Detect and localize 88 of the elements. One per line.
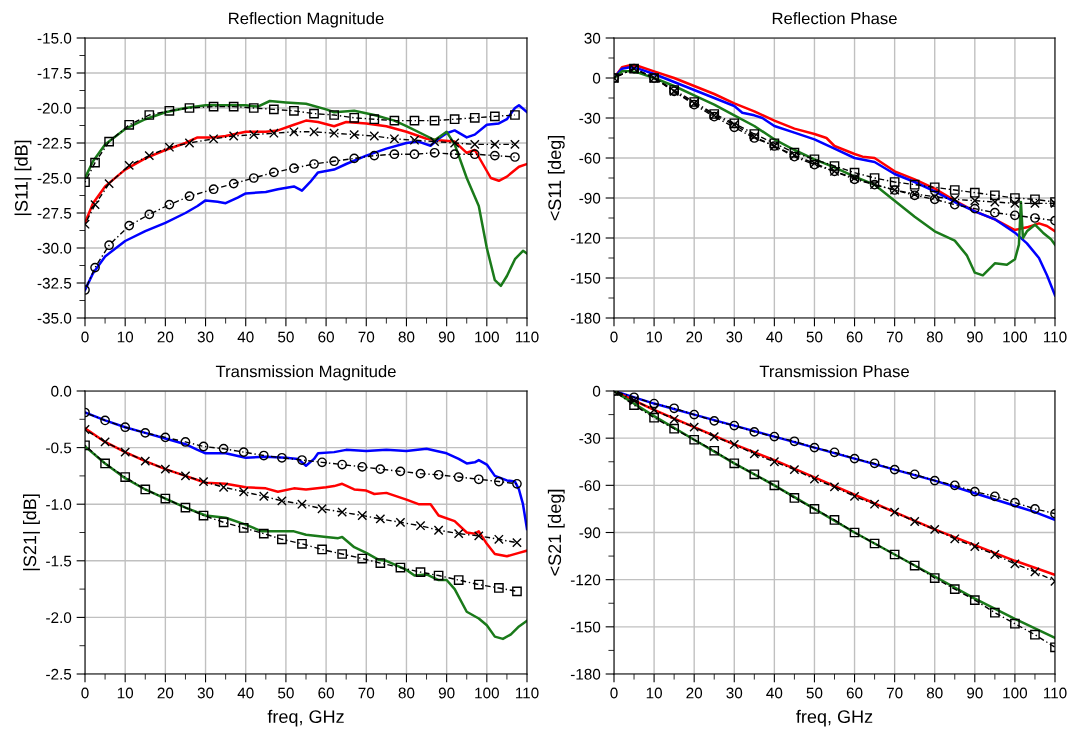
x-tick-label: 40 [766,687,783,699]
x-tick-label: 90 [967,331,983,343]
y-tick-label: -30 [579,112,601,124]
x-tick-label: 100 [1003,331,1028,343]
x-tick-label: 100 [475,331,499,343]
y-tick-label: 0.0 [51,385,72,397]
y-tick-label: -17.5 [37,68,72,79]
x-tick-label: 20 [686,331,703,343]
x-tick-label: 30 [197,331,214,343]
x-tick-label: 70 [358,331,375,343]
y-tick-label: -150 [570,621,601,633]
x-tick-label: 100 [1003,687,1028,699]
y-axis-title: |S11| [dB] [14,140,32,216]
y-tick-label: -120 [570,232,601,244]
y-tick-label: -90 [579,192,601,204]
x-tick-label: 80 [926,687,943,699]
x-tick-label: 0 [81,331,89,343]
y-tick-label: -60 [579,152,601,164]
x-tick-label: 10 [646,331,662,343]
x-tick-label: 80 [926,331,943,343]
x-tick-label: 40 [766,331,783,343]
x-tick-label: 60 [318,331,334,343]
y-tick-label: -150 [570,272,601,284]
x-tick-label: 20 [157,687,174,699]
x-tick-label: 50 [806,331,823,343]
y-tick-label: -180 [570,668,601,680]
y-tick-label: -22.5 [37,137,72,149]
y-tick-label: -32.5 [37,277,72,289]
x-tick-label: 30 [726,331,743,343]
y-tick-label: -25.0 [37,172,72,184]
y-tick-label: 30 [584,32,601,44]
x-tick-label: 50 [806,687,823,699]
y-tick-label: -0.5 [46,442,72,454]
x-tick-label: 20 [686,687,703,699]
y-tick-label: -20.0 [37,102,72,114]
x-tick-label: 100 [475,687,499,699]
x-tick-label: 0 [610,687,618,699]
x-tick-label: 0 [610,331,618,343]
x-tick-label: 50 [278,687,294,699]
y-tick-label: -30 [579,433,601,444]
y-tick-label: -15.0 [37,32,72,44]
chart-title: Transmission Magnitude [215,365,396,381]
y-tick-label: -2.0 [46,612,72,624]
x-tick-label: 110 [1043,331,1067,343]
x-axis-title: freq, GHz [267,709,344,727]
chart-title: Reflection Phase [772,12,897,25]
y-tick-label: -180 [570,312,601,324]
x-tick-label: 60 [318,687,334,699]
x-tick-label: 90 [438,687,455,699]
x-tick-label: 60 [846,331,863,343]
y-tick-label: 0 [592,385,601,397]
y-tick-label: 0 [592,72,601,84]
x-tick-label: 50 [278,331,294,343]
x-tick-label: 10 [117,687,134,699]
x-tick-label: 90 [967,687,983,699]
y-axis-title: <S21 [deg] [547,489,565,576]
y-tick-label: -27.5 [37,207,72,219]
x-tick-label: 60 [846,687,863,699]
chart-title: Transmission Phase [759,365,909,378]
x-tick-label: 70 [886,331,903,343]
y-tick-label: -2.5 [46,668,72,680]
x-tick-label: 110 [515,331,539,343]
x-tick-label: 70 [358,687,375,699]
y-axis-title: |S21| [dB] [23,494,40,571]
x-tick-label: 80 [398,687,415,699]
x-tick-label: 10 [646,687,662,699]
x-tick-label: 0 [81,687,89,699]
y-tick-label: -120 [570,574,601,586]
y-tick-label: -1.0 [46,499,72,510]
y-tick-label: -35.0 [37,312,72,324]
x-tick-label: 10 [117,331,134,343]
x-tick-label: 110 [515,687,539,699]
y-axis-title: <S11 [deg] [547,136,565,221]
chart-title: Reflection Magnitude [229,12,384,28]
x-axis-title: freq, GHz [796,709,873,727]
x-tick-label: 20 [157,331,174,343]
x-tick-label: 70 [886,687,903,699]
x-tick-label: 110 [1043,687,1067,699]
y-tick-label: -60 [579,480,601,492]
y-tick-label: -90 [579,527,601,539]
x-tick-label: 40 [237,687,254,699]
x-tick-label: 30 [726,687,743,699]
y-tick-label: -1.5 [46,555,72,567]
y-tick-label: -30.0 [37,242,72,254]
x-tick-label: 90 [438,331,455,343]
x-tick-label: 80 [398,331,415,343]
x-tick-label: 30 [197,687,214,699]
x-tick-label: 40 [237,331,254,343]
